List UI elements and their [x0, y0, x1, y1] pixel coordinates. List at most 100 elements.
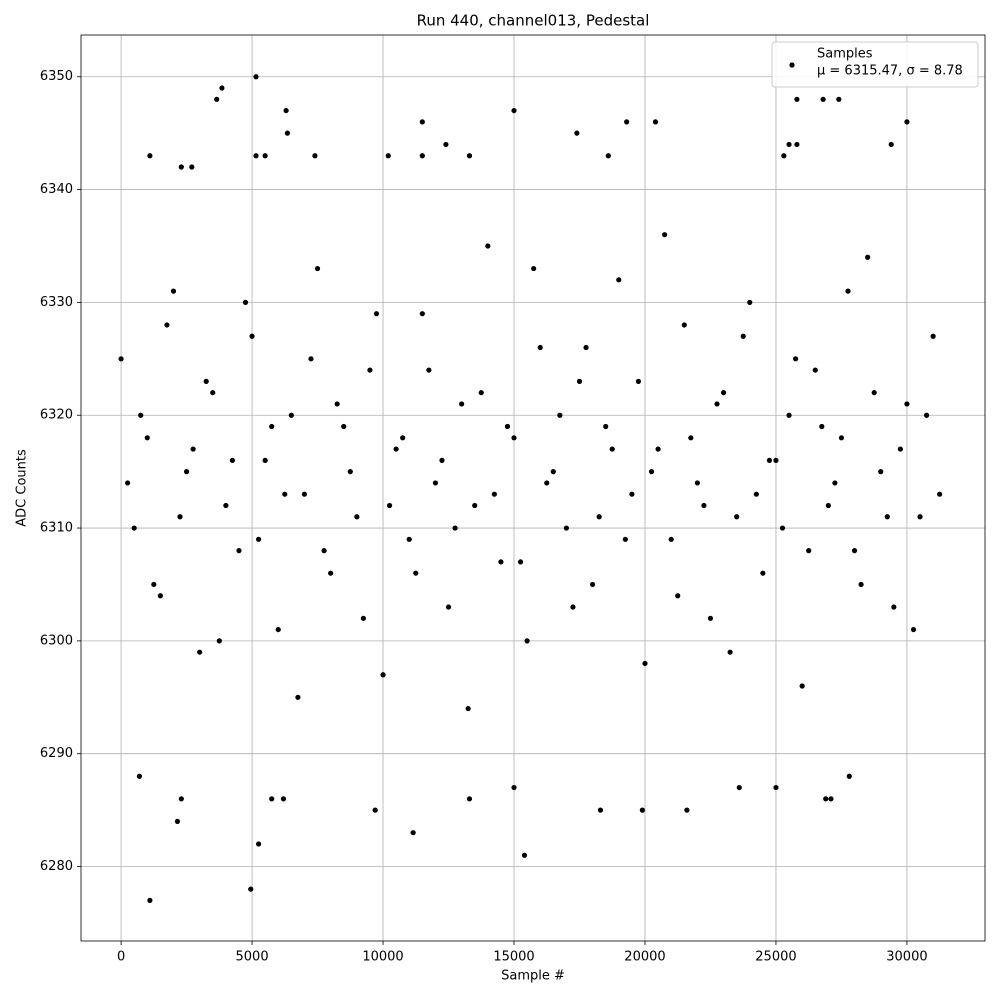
- data-point: [248, 886, 254, 892]
- data-point: [812, 367, 818, 373]
- data-point: [557, 412, 563, 418]
- data-point: [256, 841, 262, 847]
- data-point: [609, 446, 615, 452]
- data-point: [419, 311, 425, 317]
- data-point: [786, 141, 792, 148]
- data-point: [183, 469, 190, 475]
- data-point: [878, 469, 884, 475]
- data-point: [419, 119, 425, 125]
- data-point: [511, 784, 517, 791]
- data-point: [681, 322, 687, 328]
- x-tick-label: 20000: [624, 950, 665, 965]
- data-point: [707, 615, 714, 621]
- data-point: [131, 525, 137, 531]
- data-point: [203, 378, 209, 384]
- data-point: [904, 119, 910, 125]
- data-point: [312, 153, 318, 159]
- y-axis-label: ADC Counts: [15, 449, 30, 527]
- data-point: [786, 412, 792, 418]
- data-point: [229, 457, 236, 463]
- data-point: [773, 784, 779, 791]
- data-point: [517, 559, 524, 565]
- data-point: [773, 457, 779, 463]
- y-tick-label: 6320: [40, 408, 73, 423]
- data-point: [888, 141, 894, 148]
- data-point: [806, 548, 812, 554]
- data-point: [385, 153, 391, 159]
- data-point: [576, 378, 583, 384]
- data-point: [174, 818, 180, 825]
- data-point: [210, 390, 216, 396]
- data-point: [714, 401, 720, 407]
- data-point: [419, 153, 425, 159]
- data-point: [170, 288, 177, 294]
- data-point: [891, 604, 897, 610]
- data-point: [511, 107, 517, 114]
- data-point: [781, 153, 787, 159]
- data-point: [288, 412, 294, 418]
- data-point: [465, 705, 471, 712]
- data-point: [652, 119, 659, 125]
- y-tick-label: 6310: [40, 521, 73, 536]
- data-point: [589, 581, 596, 588]
- data-point: [668, 536, 674, 542]
- data-point: [280, 796, 287, 802]
- data-point: [603, 423, 609, 430]
- data-point: [314, 265, 321, 272]
- data-point: [151, 581, 157, 588]
- data-point: [662, 232, 668, 238]
- data-point: [910, 626, 917, 633]
- data-point: [445, 604, 452, 610]
- data-point: [347, 469, 353, 475]
- data-point: [269, 423, 275, 430]
- data-point: [334, 401, 340, 407]
- data-point: [236, 548, 242, 554]
- data-point: [504, 423, 511, 430]
- data-point: [793, 356, 799, 362]
- data-point: [823, 796, 829, 802]
- plot-frame: [80, 34, 986, 942]
- data-point: [825, 502, 831, 509]
- data-point: [846, 773, 852, 779]
- data-point: [642, 660, 648, 667]
- data-point: [466, 153, 473, 159]
- data-point: [321, 548, 327, 554]
- data-point: [904, 401, 910, 407]
- data-point: [498, 559, 504, 565]
- legend: Samples μ = 6315.47, σ = 8.78: [771, 41, 979, 88]
- data-point: [747, 299, 753, 305]
- data-point: [838, 435, 845, 441]
- data-point: [164, 322, 170, 328]
- y-tick-label: 6280: [40, 859, 73, 874]
- data-point: [819, 423, 825, 430]
- legend-note: μ = 6315.47, σ = 8.78: [817, 64, 963, 79]
- data-point: [596, 514, 602, 520]
- chart-title: Run 440, channel013, Pedestal: [417, 12, 650, 30]
- data-point: [629, 491, 635, 497]
- legend-marker: [789, 62, 795, 68]
- data-point: [242, 299, 249, 305]
- data-point: [341, 423, 347, 430]
- data-point: [262, 457, 268, 463]
- data-point: [760, 570, 766, 576]
- data-point: [478, 390, 484, 396]
- data-point: [125, 480, 131, 486]
- data-point: [531, 265, 537, 272]
- data-point: [871, 390, 877, 396]
- data-point: [521, 852, 528, 858]
- data-point: [734, 514, 740, 520]
- data-point: [138, 412, 144, 418]
- data-point: [283, 107, 289, 114]
- data-point: [624, 119, 630, 125]
- data-point: [136, 773, 143, 779]
- data-point: [178, 164, 184, 170]
- data-point: [684, 807, 690, 813]
- data-point: [524, 638, 530, 644]
- data-point: [372, 807, 378, 813]
- legend-label: Samples: [817, 47, 873, 62]
- data-point: [219, 85, 225, 91]
- data-point: [794, 96, 800, 102]
- data-point: [544, 480, 550, 486]
- data-point: [563, 525, 569, 531]
- data-point: [622, 536, 628, 542]
